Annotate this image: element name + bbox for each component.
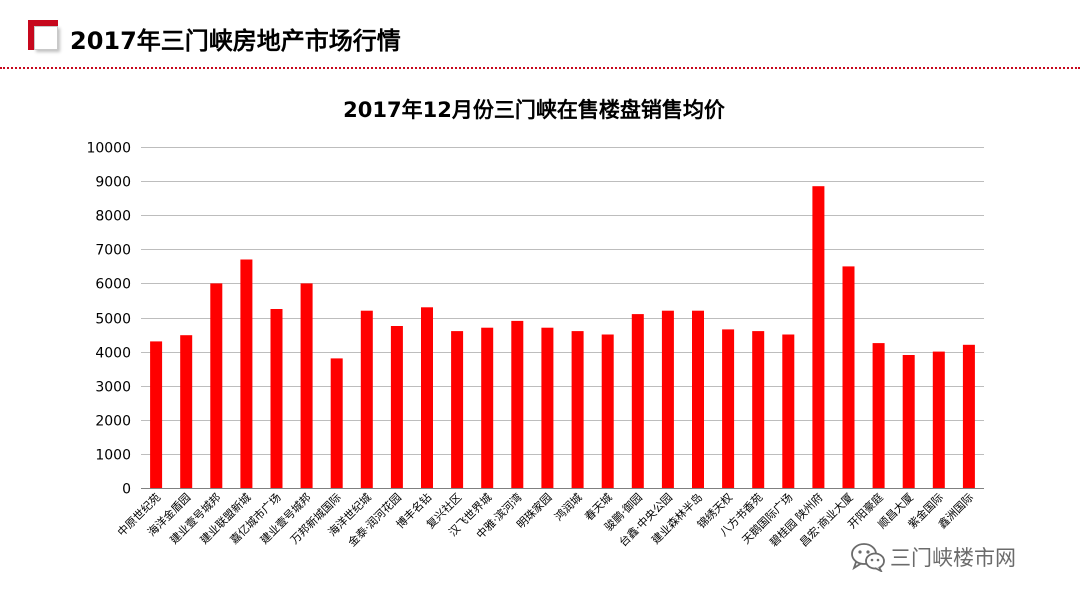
bar [571, 331, 584, 488]
bar [390, 326, 403, 488]
y-tick-label: 1000 [95, 448, 131, 464]
bar [752, 331, 765, 488]
bar [541, 327, 554, 488]
bar [210, 283, 223, 488]
bar [782, 334, 795, 488]
bar [812, 186, 825, 488]
y-tick-label: 10000 [86, 141, 131, 157]
slide-header: 2017年三门峡房地产市场行情 [0, 0, 1080, 70]
bar [932, 351, 945, 488]
bar [451, 331, 464, 488]
y-tick-label: 3000 [95, 380, 131, 396]
bar [360, 310, 373, 488]
bar [872, 343, 885, 488]
x-tick-label: 鸿润城 [551, 490, 584, 523]
x-axis-ticks: 中原世纪苑海洋金盾园建业壹号城邦建业联盟新城嘉亿城市广场建业壹号城邦万邦新城国际… [115, 490, 976, 549]
bar [692, 310, 704, 488]
y-tick-label: 7000 [95, 243, 131, 259]
bar [481, 327, 494, 488]
logo-square-front [34, 26, 58, 50]
gridlines [141, 147, 984, 455]
bar [180, 335, 193, 488]
y-tick-label: 6000 [95, 277, 131, 293]
y-tick-label: 4000 [95, 346, 131, 362]
y-tick-label: 2000 [95, 414, 131, 430]
slide-title: 2017年三门峡房地产市场行情 [70, 27, 401, 55]
bars [150, 186, 975, 488]
bar [962, 344, 975, 488]
y-axis-ticks: 0 1000 2000 3000 4000 5000 6000 7000 8000 9000 100… [86, 141, 131, 498]
bar [300, 283, 313, 488]
chart-title: 2017年12月份三门峡在售楼盘销售均价 [343, 98, 726, 122]
bar [661, 310, 674, 488]
y-tick-label: 9000 [95, 175, 131, 191]
y-tick-label: 5000 [95, 312, 131, 328]
bar [511, 320, 524, 488]
bar [421, 307, 433, 488]
bar [150, 341, 163, 488]
bar-chart: 2017年12月份三门峡在售楼盘销售均价 0 1000 2000 3000 4000 50… [86, 98, 984, 549]
header-divider [0, 67, 1080, 69]
wechat-watermark: 三门峡楼市网 [850, 537, 1070, 577]
y-tick-label: 0 [122, 482, 131, 498]
y-tick-label: 8000 [95, 209, 131, 225]
bar [842, 266, 855, 488]
bar [902, 355, 915, 488]
bar [270, 309, 283, 488]
bar [722, 329, 735, 488]
wechat-icon [851, 543, 885, 572]
bar [330, 358, 343, 488]
bar [240, 259, 253, 488]
bar [601, 334, 614, 488]
watermark-text: 三门峡楼市网 [890, 546, 1016, 570]
bar [631, 314, 644, 488]
